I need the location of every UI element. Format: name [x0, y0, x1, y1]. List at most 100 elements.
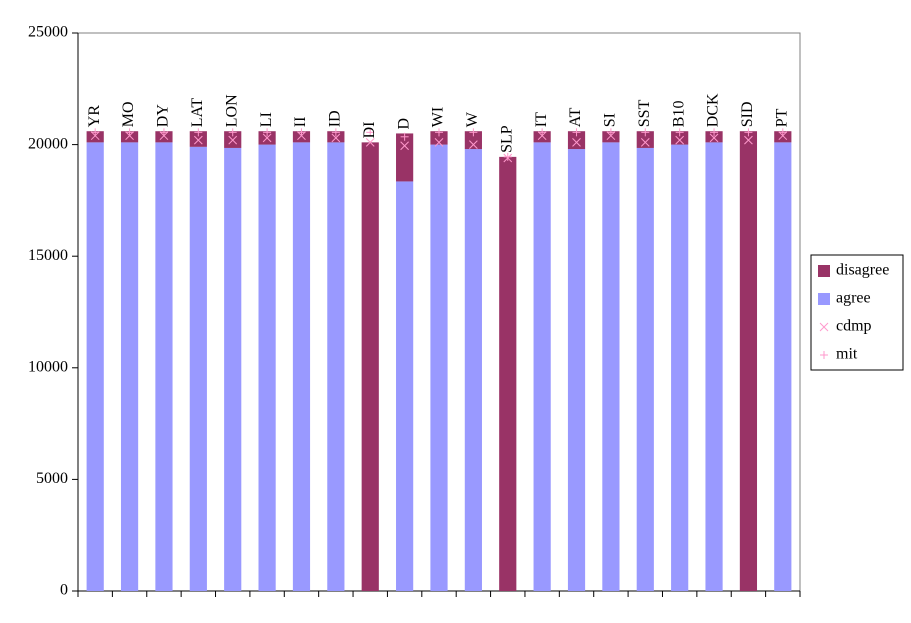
marker	[710, 128, 719, 137]
bar-segment	[327, 142, 345, 592]
legend-swatch	[818, 265, 830, 277]
bar-segment	[567, 149, 586, 591]
bar-segment	[774, 131, 792, 143]
marker-stroke	[228, 135, 238, 145]
marker-stroke	[400, 141, 409, 151]
marker	[194, 128, 203, 137]
y-tick-label: 10000	[28, 358, 68, 375]
legend-swatch	[818, 293, 830, 305]
marker	[675, 135, 685, 145]
marker	[469, 140, 478, 149]
bar-segment	[189, 131, 207, 147]
legend-label: cdmp	[836, 318, 872, 335]
category-label: AT	[567, 107, 584, 127]
category-label: SI	[602, 113, 619, 127]
marker	[228, 135, 238, 145]
bar-segment	[739, 131, 758, 591]
marker	[435, 128, 443, 137]
bar-segment	[396, 181, 414, 592]
marker-stroke	[469, 140, 478, 149]
category-label: W	[464, 111, 481, 127]
marker	[641, 128, 650, 137]
marker	[572, 138, 581, 147]
legend-label: disagree	[836, 262, 889, 279]
bar-segment	[671, 144, 689, 591]
marker	[469, 128, 478, 137]
marker-stroke	[709, 133, 719, 143]
bar-segment	[430, 144, 448, 591]
bar-segment	[602, 131, 620, 143]
marker	[193, 135, 203, 145]
marker	[262, 133, 272, 143]
bar-segment	[155, 131, 173, 143]
marker	[125, 128, 134, 137]
bar-segment	[258, 144, 276, 591]
bar-segment	[292, 142, 311, 592]
marker	[503, 152, 512, 161]
category-label: D	[395, 118, 412, 130]
legend-label: agree	[836, 290, 871, 307]
bar-segment	[430, 131, 448, 145]
bar-segment	[499, 156, 517, 591]
category-label: DCK	[705, 93, 722, 127]
bar-segment	[396, 133, 414, 182]
category-label: DI	[361, 121, 378, 138]
category-label: IT	[533, 112, 550, 127]
bar-segment	[705, 131, 723, 143]
y-tick-label: 0	[60, 582, 68, 599]
bar-segment	[86, 131, 104, 143]
category-label: PT	[773, 108, 790, 127]
marker-stroke	[262, 133, 272, 143]
bar-segment	[224, 147, 242, 591]
marker	[778, 128, 787, 137]
category-label: SLP	[498, 125, 515, 153]
marker	[91, 128, 100, 137]
category-label: LON	[223, 94, 240, 127]
marker	[572, 128, 581, 137]
y-tick-label: 5000	[36, 470, 68, 487]
marker-stroke	[744, 135, 753, 145]
category-label: SID	[739, 101, 756, 127]
bar-segment	[120, 131, 139, 143]
marker	[744, 128, 753, 137]
marker-stroke	[434, 138, 444, 147]
marker	[640, 138, 650, 147]
category-label: MO	[120, 101, 137, 127]
bar-segment	[602, 142, 620, 592]
marker	[744, 135, 753, 145]
category-label: II	[292, 117, 309, 128]
marker	[538, 128, 547, 137]
bar-segment	[86, 142, 104, 592]
bar-segment	[533, 131, 551, 143]
bar-segment	[636, 131, 654, 148]
marker-stroke	[365, 138, 375, 147]
bar-segment	[567, 131, 586, 150]
y-tick-label: 25000	[28, 24, 68, 41]
category-label: YR	[86, 105, 103, 128]
legend-label: mit	[836, 346, 858, 363]
category-label: ID	[327, 110, 344, 127]
legend-marker	[819, 322, 829, 332]
marker	[228, 128, 237, 137]
marker	[366, 128, 375, 137]
bar-segment	[774, 142, 792, 592]
marker-stroke	[331, 133, 341, 143]
bar-segment	[464, 131, 482, 150]
category-label: SST	[636, 99, 653, 127]
bar-segment	[327, 131, 345, 143]
marker	[400, 141, 409, 151]
marker	[263, 128, 272, 137]
marker	[675, 128, 684, 137]
bar-segment	[361, 142, 379, 592]
bar-segment	[155, 142, 173, 592]
legend-marker	[820, 351, 828, 359]
marker	[606, 128, 615, 137]
marker	[331, 133, 341, 143]
marker	[709, 133, 719, 143]
category-label: WI	[430, 107, 447, 127]
bar-segment	[120, 142, 139, 592]
category-label: DY	[155, 104, 172, 128]
bar-segment	[292, 131, 311, 143]
y-tick-label: 15000	[28, 247, 68, 264]
